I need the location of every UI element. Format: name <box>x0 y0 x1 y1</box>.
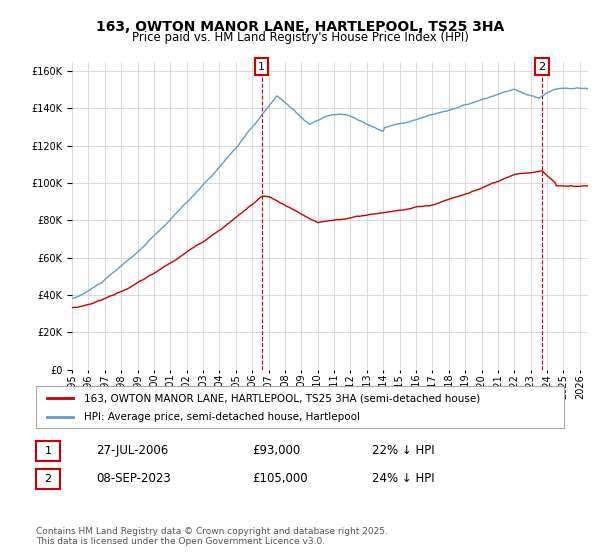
Text: 08-SEP-2023: 08-SEP-2023 <box>96 472 171 486</box>
Text: 163, OWTON MANOR LANE, HARTLEPOOL, TS25 3HA (semi-detached house): 163, OWTON MANOR LANE, HARTLEPOOL, TS25 … <box>83 393 480 403</box>
Text: Price paid vs. HM Land Registry's House Price Index (HPI): Price paid vs. HM Land Registry's House … <box>131 31 469 44</box>
Text: HPI: Average price, semi-detached house, Hartlepool: HPI: Average price, semi-detached house,… <box>83 412 359 422</box>
Text: 22% ↓ HPI: 22% ↓ HPI <box>372 444 434 458</box>
Text: 163, OWTON MANOR LANE, HARTLEPOOL, TS25 3HA: 163, OWTON MANOR LANE, HARTLEPOOL, TS25 … <box>96 20 504 34</box>
Text: £105,000: £105,000 <box>252 472 308 486</box>
Text: Contains HM Land Registry data © Crown copyright and database right 2025.
This d: Contains HM Land Registry data © Crown c… <box>36 526 388 546</box>
Text: 1: 1 <box>258 62 265 72</box>
Text: 1: 1 <box>44 446 52 456</box>
Text: 2: 2 <box>538 62 545 72</box>
Text: £93,000: £93,000 <box>252 444 300 458</box>
Text: 24% ↓ HPI: 24% ↓ HPI <box>372 472 434 486</box>
Text: 27-JUL-2006: 27-JUL-2006 <box>96 444 168 458</box>
Text: 2: 2 <box>44 474 52 484</box>
